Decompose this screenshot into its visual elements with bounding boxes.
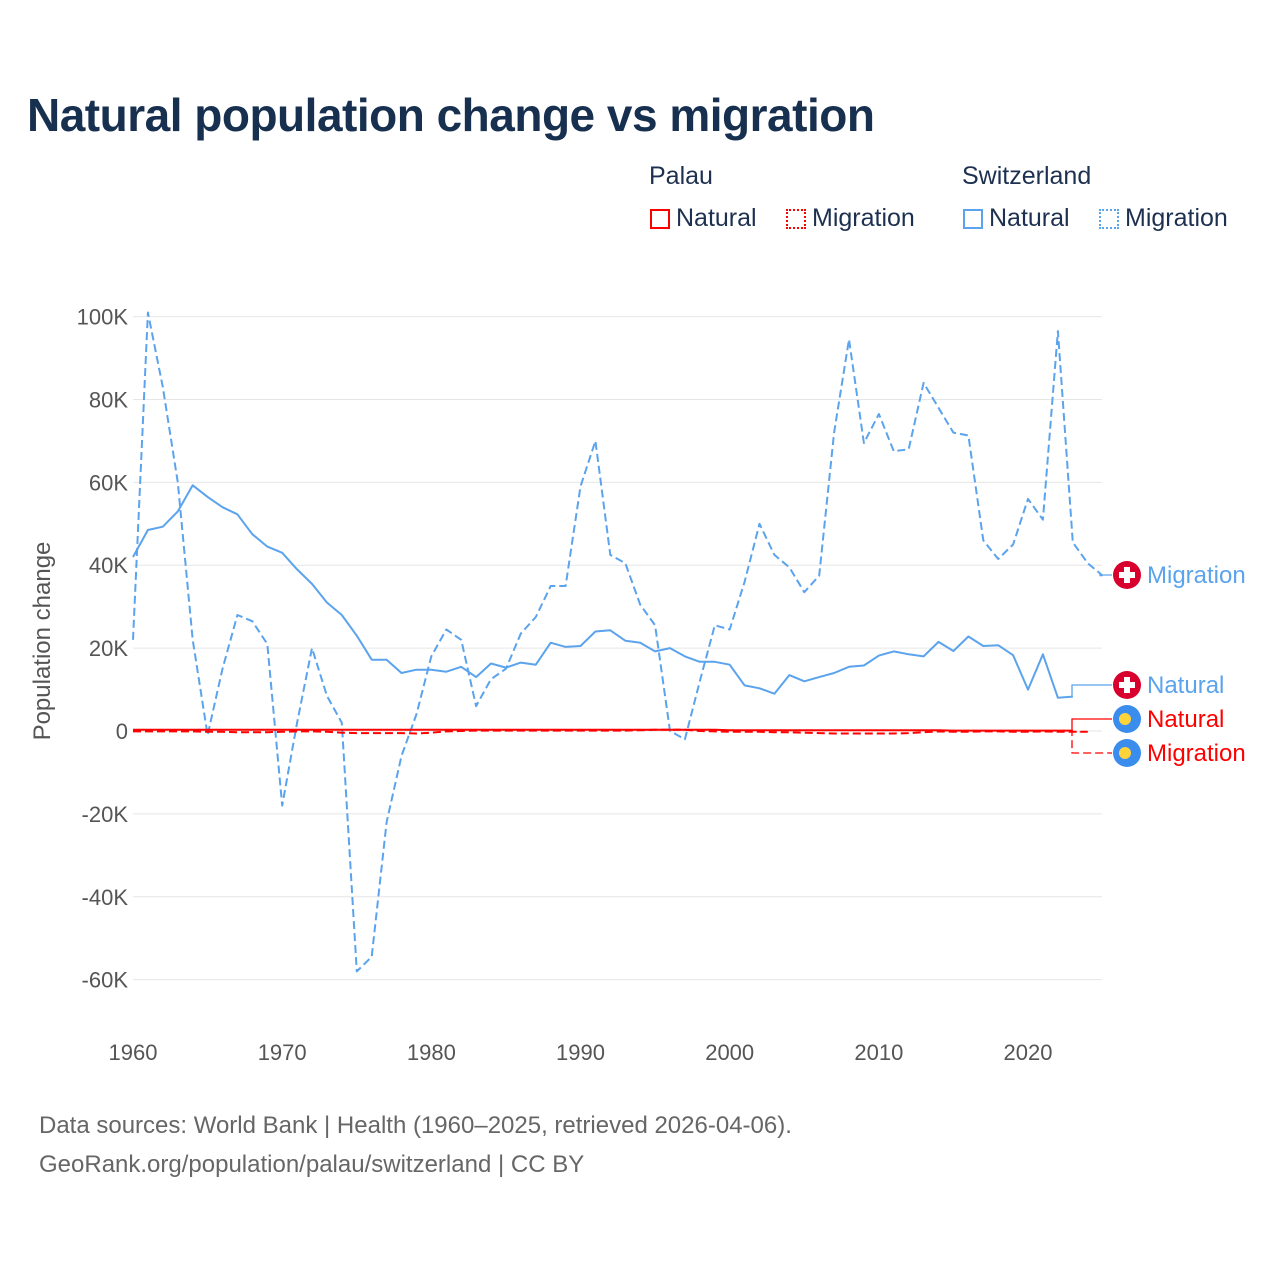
x-tick-label: 2010 [854,1040,903,1065]
solid-swatch-icon [650,208,670,229]
x-tick-label: 1980 [407,1040,456,1065]
x-tick-label: 1990 [556,1040,605,1065]
y-tick-label: 20K [89,636,128,661]
solid-swatch-icon [963,208,983,229]
switzerland-flag-icon [1113,561,1141,589]
end-label-connector [1071,731,1112,754]
y-axis-label: Population change [29,542,56,741]
palau-flag-icon [1113,739,1141,767]
y-tick-label: -20K [82,802,129,827]
end-label-connector [1071,718,1112,732]
footer-sources: Data sources: World Bank | Health (1960–… [39,1112,792,1139]
series-line-switzerland-migration[interactable] [132,311,1104,973]
series-line-switzerland-natural[interactable] [132,484,1073,699]
y-tick-label: 0 [116,719,128,744]
end-label-connector [1099,574,1112,577]
x-tick-label: 2000 [705,1040,754,1065]
legend-label: Migration [812,204,915,232]
y-tick-label: -60K [82,968,129,993]
legend-palau-migration[interactable]: Migration [786,204,915,233]
legend-switzerland-migration[interactable]: Migration [1099,204,1228,233]
footer-link[interactable]: GeoRank.org/population/palau/switzerland… [39,1151,585,1178]
y-tick-label: 80K [89,387,128,412]
legend-group-palau: Palau [649,162,713,190]
end-label: Migration [1147,562,1246,589]
footer: Data sources: World Bank | Health (1960–… [39,1106,792,1184]
y-tick-label: -40K [82,885,129,910]
legend-label: Migration [1125,204,1228,232]
legend-palau-natural[interactable]: Natural [650,204,757,233]
legend-label: Natural [676,204,757,232]
x-tick-label: 1970 [258,1040,307,1065]
y-tick-label: 60K [89,470,128,495]
x-tick-label: 1960 [109,1040,158,1065]
legend-group-switzerland: Switzerland [962,162,1092,190]
end-label-connector [1071,684,1112,698]
series-line-palau-migration[interactable] [133,728,1088,735]
y-tick-label: 40K [89,553,128,578]
switzerland-flag-icon [1113,671,1141,699]
end-label: Natural [1147,672,1224,699]
legend-switzerland-natural[interactable]: Natural [963,204,1070,233]
end-label: Natural [1147,706,1224,733]
y-tick-label: 100K [77,305,129,330]
x-tick-label: 2020 [1004,1040,1053,1065]
chart-title: Natural population change vs migration [27,89,875,141]
dotted-swatch-icon [1099,208,1119,229]
palau-flag-icon [1113,705,1141,733]
dotted-swatch-icon [786,208,806,229]
end-label: Migration [1147,740,1246,767]
series-line-palau-natural[interactable] [133,728,1073,732]
legend-label: Natural [989,204,1070,232]
